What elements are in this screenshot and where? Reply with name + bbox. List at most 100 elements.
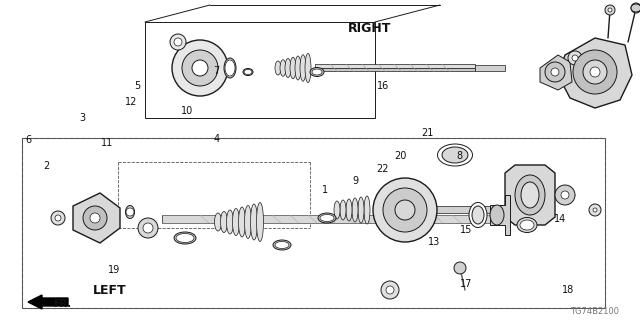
- Text: 16: 16: [376, 81, 389, 91]
- Polygon shape: [505, 165, 555, 225]
- Text: 9: 9: [352, 176, 358, 186]
- Ellipse shape: [239, 207, 246, 237]
- Text: 18: 18: [562, 284, 575, 295]
- Ellipse shape: [290, 57, 296, 79]
- Ellipse shape: [318, 213, 336, 223]
- Bar: [475, 65, 505, 71]
- Circle shape: [573, 50, 617, 94]
- Circle shape: [138, 218, 158, 238]
- Ellipse shape: [227, 210, 234, 234]
- Ellipse shape: [312, 69, 322, 75]
- Text: 21: 21: [421, 128, 434, 138]
- Text: LEFT: LEFT: [93, 284, 127, 297]
- Text: 3: 3: [79, 113, 85, 123]
- Bar: [435, 206, 490, 213]
- Text: 13: 13: [428, 236, 440, 247]
- Circle shape: [454, 262, 466, 274]
- Ellipse shape: [275, 61, 281, 75]
- Circle shape: [170, 34, 186, 50]
- Ellipse shape: [334, 201, 340, 219]
- Bar: [162, 215, 500, 223]
- Bar: [315, 68, 475, 71]
- Ellipse shape: [257, 203, 264, 242]
- Ellipse shape: [517, 218, 537, 233]
- Polygon shape: [22, 138, 605, 308]
- Ellipse shape: [320, 214, 334, 221]
- Ellipse shape: [631, 4, 640, 12]
- Ellipse shape: [300, 55, 306, 81]
- Ellipse shape: [295, 56, 301, 80]
- Ellipse shape: [225, 60, 235, 76]
- Circle shape: [561, 191, 569, 199]
- Circle shape: [172, 40, 228, 96]
- Ellipse shape: [469, 203, 487, 228]
- Ellipse shape: [224, 58, 236, 78]
- Ellipse shape: [352, 198, 358, 222]
- Ellipse shape: [520, 220, 534, 230]
- Text: 14: 14: [554, 214, 566, 224]
- Ellipse shape: [515, 175, 545, 215]
- Ellipse shape: [232, 209, 239, 236]
- Text: 15: 15: [460, 225, 472, 235]
- Ellipse shape: [273, 240, 291, 250]
- Polygon shape: [145, 22, 375, 118]
- Circle shape: [593, 208, 597, 212]
- Circle shape: [383, 188, 427, 232]
- Polygon shape: [490, 195, 510, 235]
- Ellipse shape: [243, 68, 253, 76]
- Ellipse shape: [280, 60, 286, 76]
- Text: RIGHT: RIGHT: [348, 21, 392, 35]
- Circle shape: [589, 204, 601, 216]
- Circle shape: [90, 213, 100, 223]
- Text: 5: 5: [134, 81, 141, 91]
- Circle shape: [373, 178, 437, 242]
- Text: FR.: FR.: [53, 299, 71, 309]
- Circle shape: [605, 5, 615, 15]
- Polygon shape: [540, 55, 572, 90]
- Text: 6: 6: [25, 135, 31, 145]
- Bar: [315, 64, 475, 68]
- Circle shape: [545, 62, 565, 82]
- Ellipse shape: [174, 232, 196, 244]
- Ellipse shape: [285, 59, 291, 77]
- Ellipse shape: [340, 200, 346, 220]
- Circle shape: [381, 281, 399, 299]
- Text: 22: 22: [376, 164, 389, 174]
- Polygon shape: [558, 38, 632, 108]
- Ellipse shape: [521, 182, 539, 208]
- Ellipse shape: [472, 206, 484, 224]
- Ellipse shape: [442, 147, 468, 163]
- Ellipse shape: [305, 53, 311, 83]
- Text: 17: 17: [460, 279, 472, 289]
- Ellipse shape: [358, 197, 364, 223]
- Text: 12: 12: [125, 97, 138, 107]
- Circle shape: [126, 208, 134, 216]
- Circle shape: [395, 200, 415, 220]
- Circle shape: [192, 60, 208, 76]
- Circle shape: [143, 223, 153, 233]
- Ellipse shape: [346, 199, 352, 221]
- Circle shape: [631, 3, 640, 13]
- Ellipse shape: [250, 204, 257, 240]
- Circle shape: [55, 215, 61, 221]
- Circle shape: [51, 211, 65, 225]
- Ellipse shape: [275, 242, 289, 249]
- Text: 19: 19: [108, 265, 120, 276]
- Ellipse shape: [125, 205, 134, 219]
- Text: 20: 20: [394, 151, 406, 161]
- Circle shape: [551, 68, 559, 76]
- Circle shape: [386, 286, 394, 294]
- Circle shape: [568, 51, 582, 65]
- Ellipse shape: [214, 213, 221, 231]
- Circle shape: [83, 206, 107, 230]
- Ellipse shape: [244, 205, 252, 238]
- Polygon shape: [73, 193, 120, 243]
- Circle shape: [572, 55, 578, 61]
- FancyArrow shape: [28, 295, 68, 309]
- Circle shape: [583, 60, 607, 84]
- Circle shape: [590, 67, 600, 77]
- Ellipse shape: [176, 234, 194, 243]
- Circle shape: [182, 50, 218, 86]
- Text: 7: 7: [213, 66, 220, 76]
- Circle shape: [174, 38, 182, 46]
